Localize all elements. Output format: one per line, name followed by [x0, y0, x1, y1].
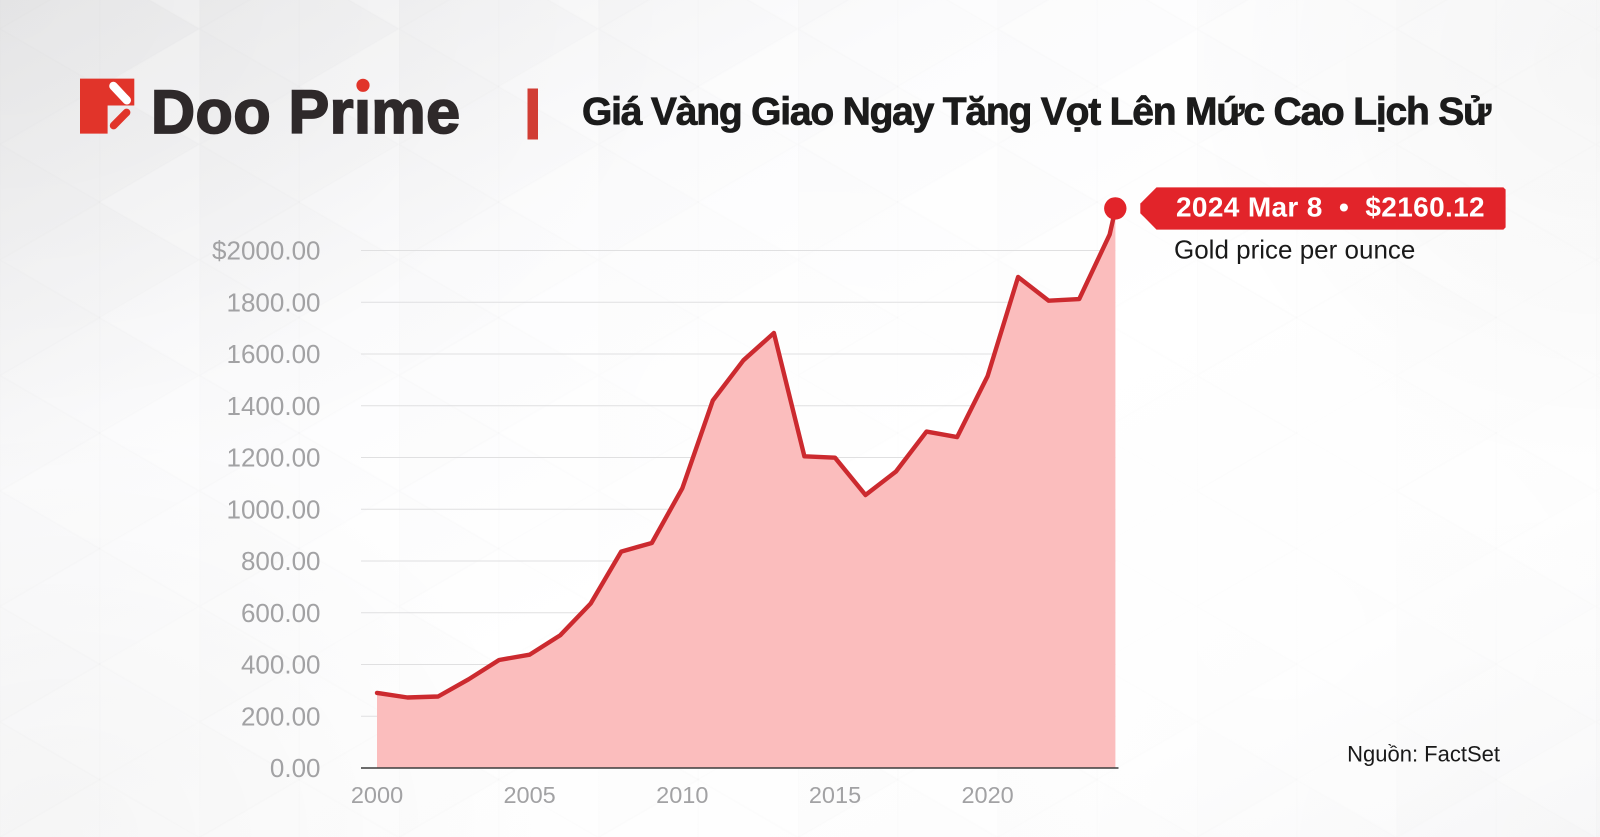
- svg-text:2005: 2005: [503, 782, 555, 808]
- svg-text:400.00: 400.00: [241, 650, 321, 680]
- svg-text:Gold price per ounce: Gold price per ounce: [1174, 235, 1415, 265]
- svg-text:Giá Vàng Giao Ngay Tăng Vọt Lê: Giá Vàng Giao Ngay Tăng Vọt Lên Mức Cao …: [582, 91, 1492, 134]
- svg-text:Doo Prıme: Doo Prıme: [151, 78, 461, 146]
- svg-text:1000.00: 1000.00: [227, 494, 321, 524]
- svg-text:1200.00: 1200.00: [227, 443, 321, 473]
- svg-text:2015: 2015: [809, 782, 861, 808]
- svg-text:$2000.00: $2000.00: [212, 236, 320, 266]
- svg-text:0.00: 0.00: [270, 753, 321, 783]
- svg-text:2020: 2020: [961, 782, 1013, 808]
- svg-text:Nguồn: FactSet: Nguồn: FactSet: [1347, 742, 1500, 767]
- svg-text:2000: 2000: [351, 782, 403, 808]
- svg-text:1800.00: 1800.00: [227, 287, 321, 317]
- svg-text:800.00: 800.00: [241, 546, 321, 576]
- svg-text:600.00: 600.00: [241, 598, 321, 628]
- svg-text:2010: 2010: [656, 782, 708, 808]
- svg-text:1400.00: 1400.00: [227, 391, 321, 421]
- svg-text:1600.00: 1600.00: [227, 339, 321, 369]
- svg-text:2024 Mar 8 • $2160.12: 2024 Mar 8 • $2160.12: [1176, 191, 1485, 222]
- svg-text:200.00: 200.00: [241, 701, 321, 731]
